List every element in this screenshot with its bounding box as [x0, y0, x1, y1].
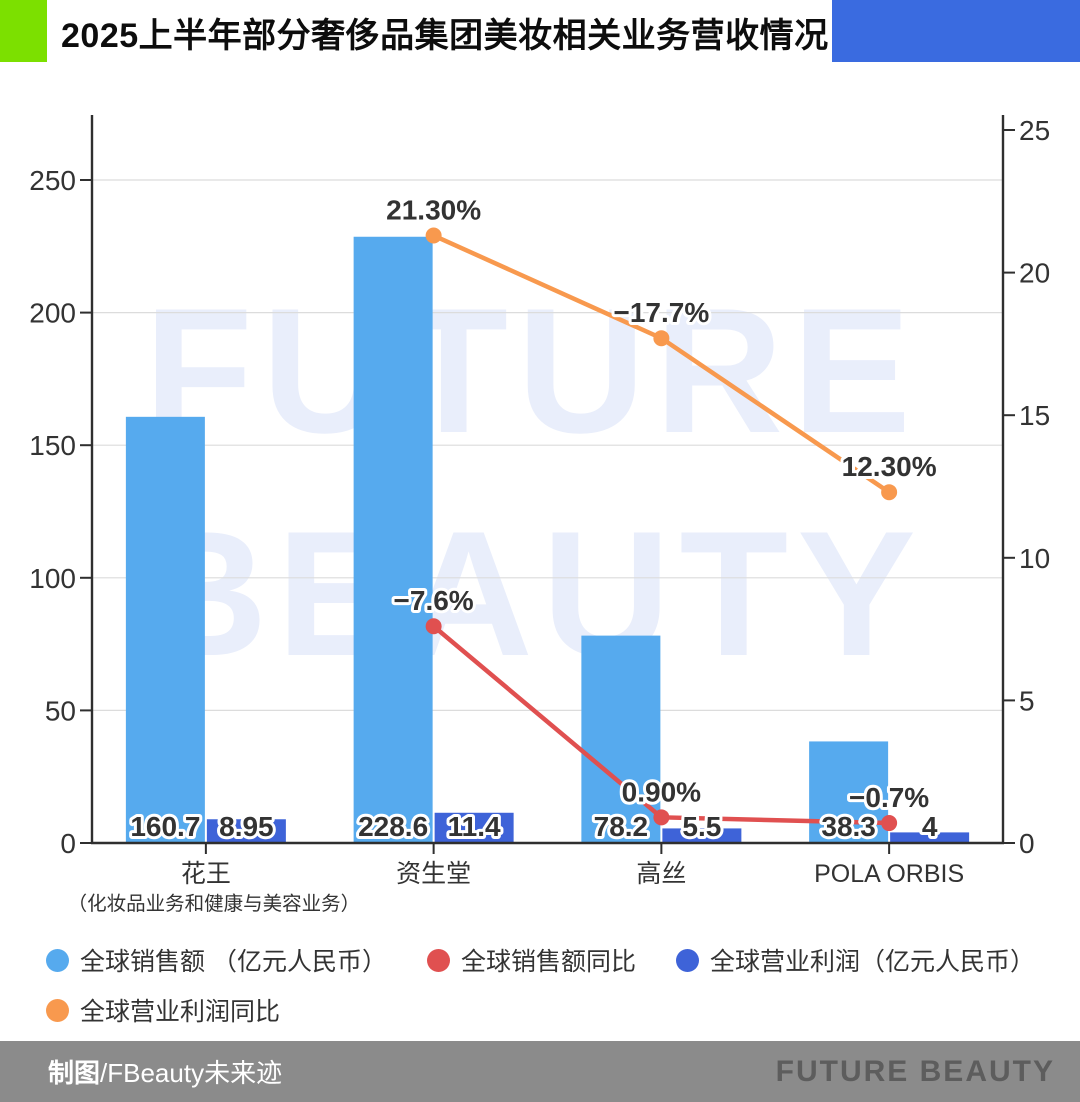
bar-value-label: 228.6: [358, 811, 428, 842]
legend-item-sales: 全球销售额 （亿元人民币）: [46, 942, 387, 978]
header-accent-blue: [832, 0, 1080, 62]
page-title: 2025上半年部分奢侈品集团美妆相关业务营收情况: [61, 16, 829, 55]
watermark-text: BEAUTY: [139, 494, 925, 693]
legend-label-sales-yoy: 全球销售额同比: [460, 948, 636, 976]
category-label: 资生堂: [396, 860, 471, 888]
line-value-label: 21.30%: [386, 195, 481, 226]
bar-sales: [809, 741, 889, 843]
right-tick-label: 0: [1019, 828, 1035, 859]
footer-credit-bold: 制图: [48, 1058, 101, 1088]
line-point: [653, 809, 670, 826]
bar-value-label: 78.2: [594, 811, 649, 842]
category-label: 花王: [181, 860, 231, 888]
left-tick-label: 50: [45, 695, 76, 726]
legend-item-profit: 全球营业利润（亿元人民币）: [675, 942, 1035, 978]
bar-sales: [581, 635, 661, 843]
footer-credit: 制图/FBeauty未来迹: [48, 1053, 282, 1090]
bar-profit: [662, 828, 742, 843]
legend-dot-sales-yoy-icon: [426, 948, 450, 972]
footer-credit-rest: /FBeauty未来迹: [100, 1058, 283, 1088]
bar-value-label: 8.95: [219, 811, 274, 842]
right-tick-label: 10: [1019, 543, 1050, 574]
legend-item-profit-yoy: 全球营业利润同比: [46, 992, 280, 1028]
line-point: [881, 815, 898, 832]
left-tick-label: 150: [29, 430, 76, 461]
footer-brand: FUTURE BEAUTY: [775, 1054, 1055, 1088]
legend-dot-sales-icon: [46, 948, 69, 972]
legend-label-profit: 全球营业利润（亿元人民币）: [709, 948, 1035, 976]
line-value-label: −0.7%: [849, 782, 929, 813]
footer-bar: 制图/FBeauty未来迹 FUTURE BEAUTY: [0, 1041, 1080, 1102]
bar-sales: [125, 416, 205, 843]
bar-profit: [434, 812, 514, 843]
line-point: [425, 618, 442, 635]
left-tick-label: 200: [29, 298, 76, 329]
category-note: （化妆品业务和健康与美容业务）: [68, 893, 361, 915]
line-point: [653, 330, 670, 347]
legend-item-sales-yoy: 全球销售额同比: [426, 942, 636, 978]
header: 2025上半年部分奢侈品集团美妆相关业务营收情况: [0, 0, 1080, 62]
legend-dot-profit-yoy-icon: [46, 998, 69, 1022]
line-value-label: 0.90%: [622, 776, 701, 807]
line-value-label: 12.30%: [842, 451, 937, 482]
watermark-text: FUTURE: [144, 271, 920, 470]
header-accent-green: [0, 0, 47, 62]
line-point: [881, 484, 898, 501]
bar-value-label: 11.4: [448, 811, 501, 842]
bar-value-label: 4: [922, 811, 938, 842]
right-tick-label: 15: [1019, 400, 1050, 431]
bar-value-label: 5.5: [682, 811, 721, 842]
bar-value-label: 160.7: [130, 811, 200, 842]
right-tick-label: 25: [1019, 115, 1050, 146]
line-point: [425, 227, 442, 244]
bar-sales: [353, 236, 433, 843]
legend-label-profit-yoy: 全球营业利润同比: [80, 998, 281, 1026]
legend-dot-profit-icon: [675, 948, 699, 972]
revenue-combo-chart: FUTURE BEAUTY 0 50 100 150 200 250 0 5 10 15 20 25 花王 资…: [29, 115, 1050, 915]
category-label: 高丝: [636, 860, 686, 888]
left-tick-label: 0: [60, 828, 76, 859]
bar-value-label: 38.3: [821, 811, 876, 842]
bar-profit: [890, 832, 970, 843]
chart-legend: 全球销售额 （亿元人民币） 全球销售额同比 全球营业利润（亿元人民币） 全球营业…: [46, 942, 1060, 1028]
line-value-label: −17.7%: [614, 297, 710, 328]
right-tick-label: 20: [1019, 258, 1050, 289]
left-tick-label: 250: [29, 165, 76, 196]
line-value-label: −7.6%: [394, 585, 474, 616]
category-label: POLA ORBIS: [814, 860, 964, 888]
legend-label-sales: 全球销售额 （亿元人民币）: [80, 948, 387, 976]
left-tick-label: 100: [29, 563, 76, 594]
right-tick-label: 5: [1019, 685, 1035, 716]
bar-profit: [206, 819, 286, 843]
